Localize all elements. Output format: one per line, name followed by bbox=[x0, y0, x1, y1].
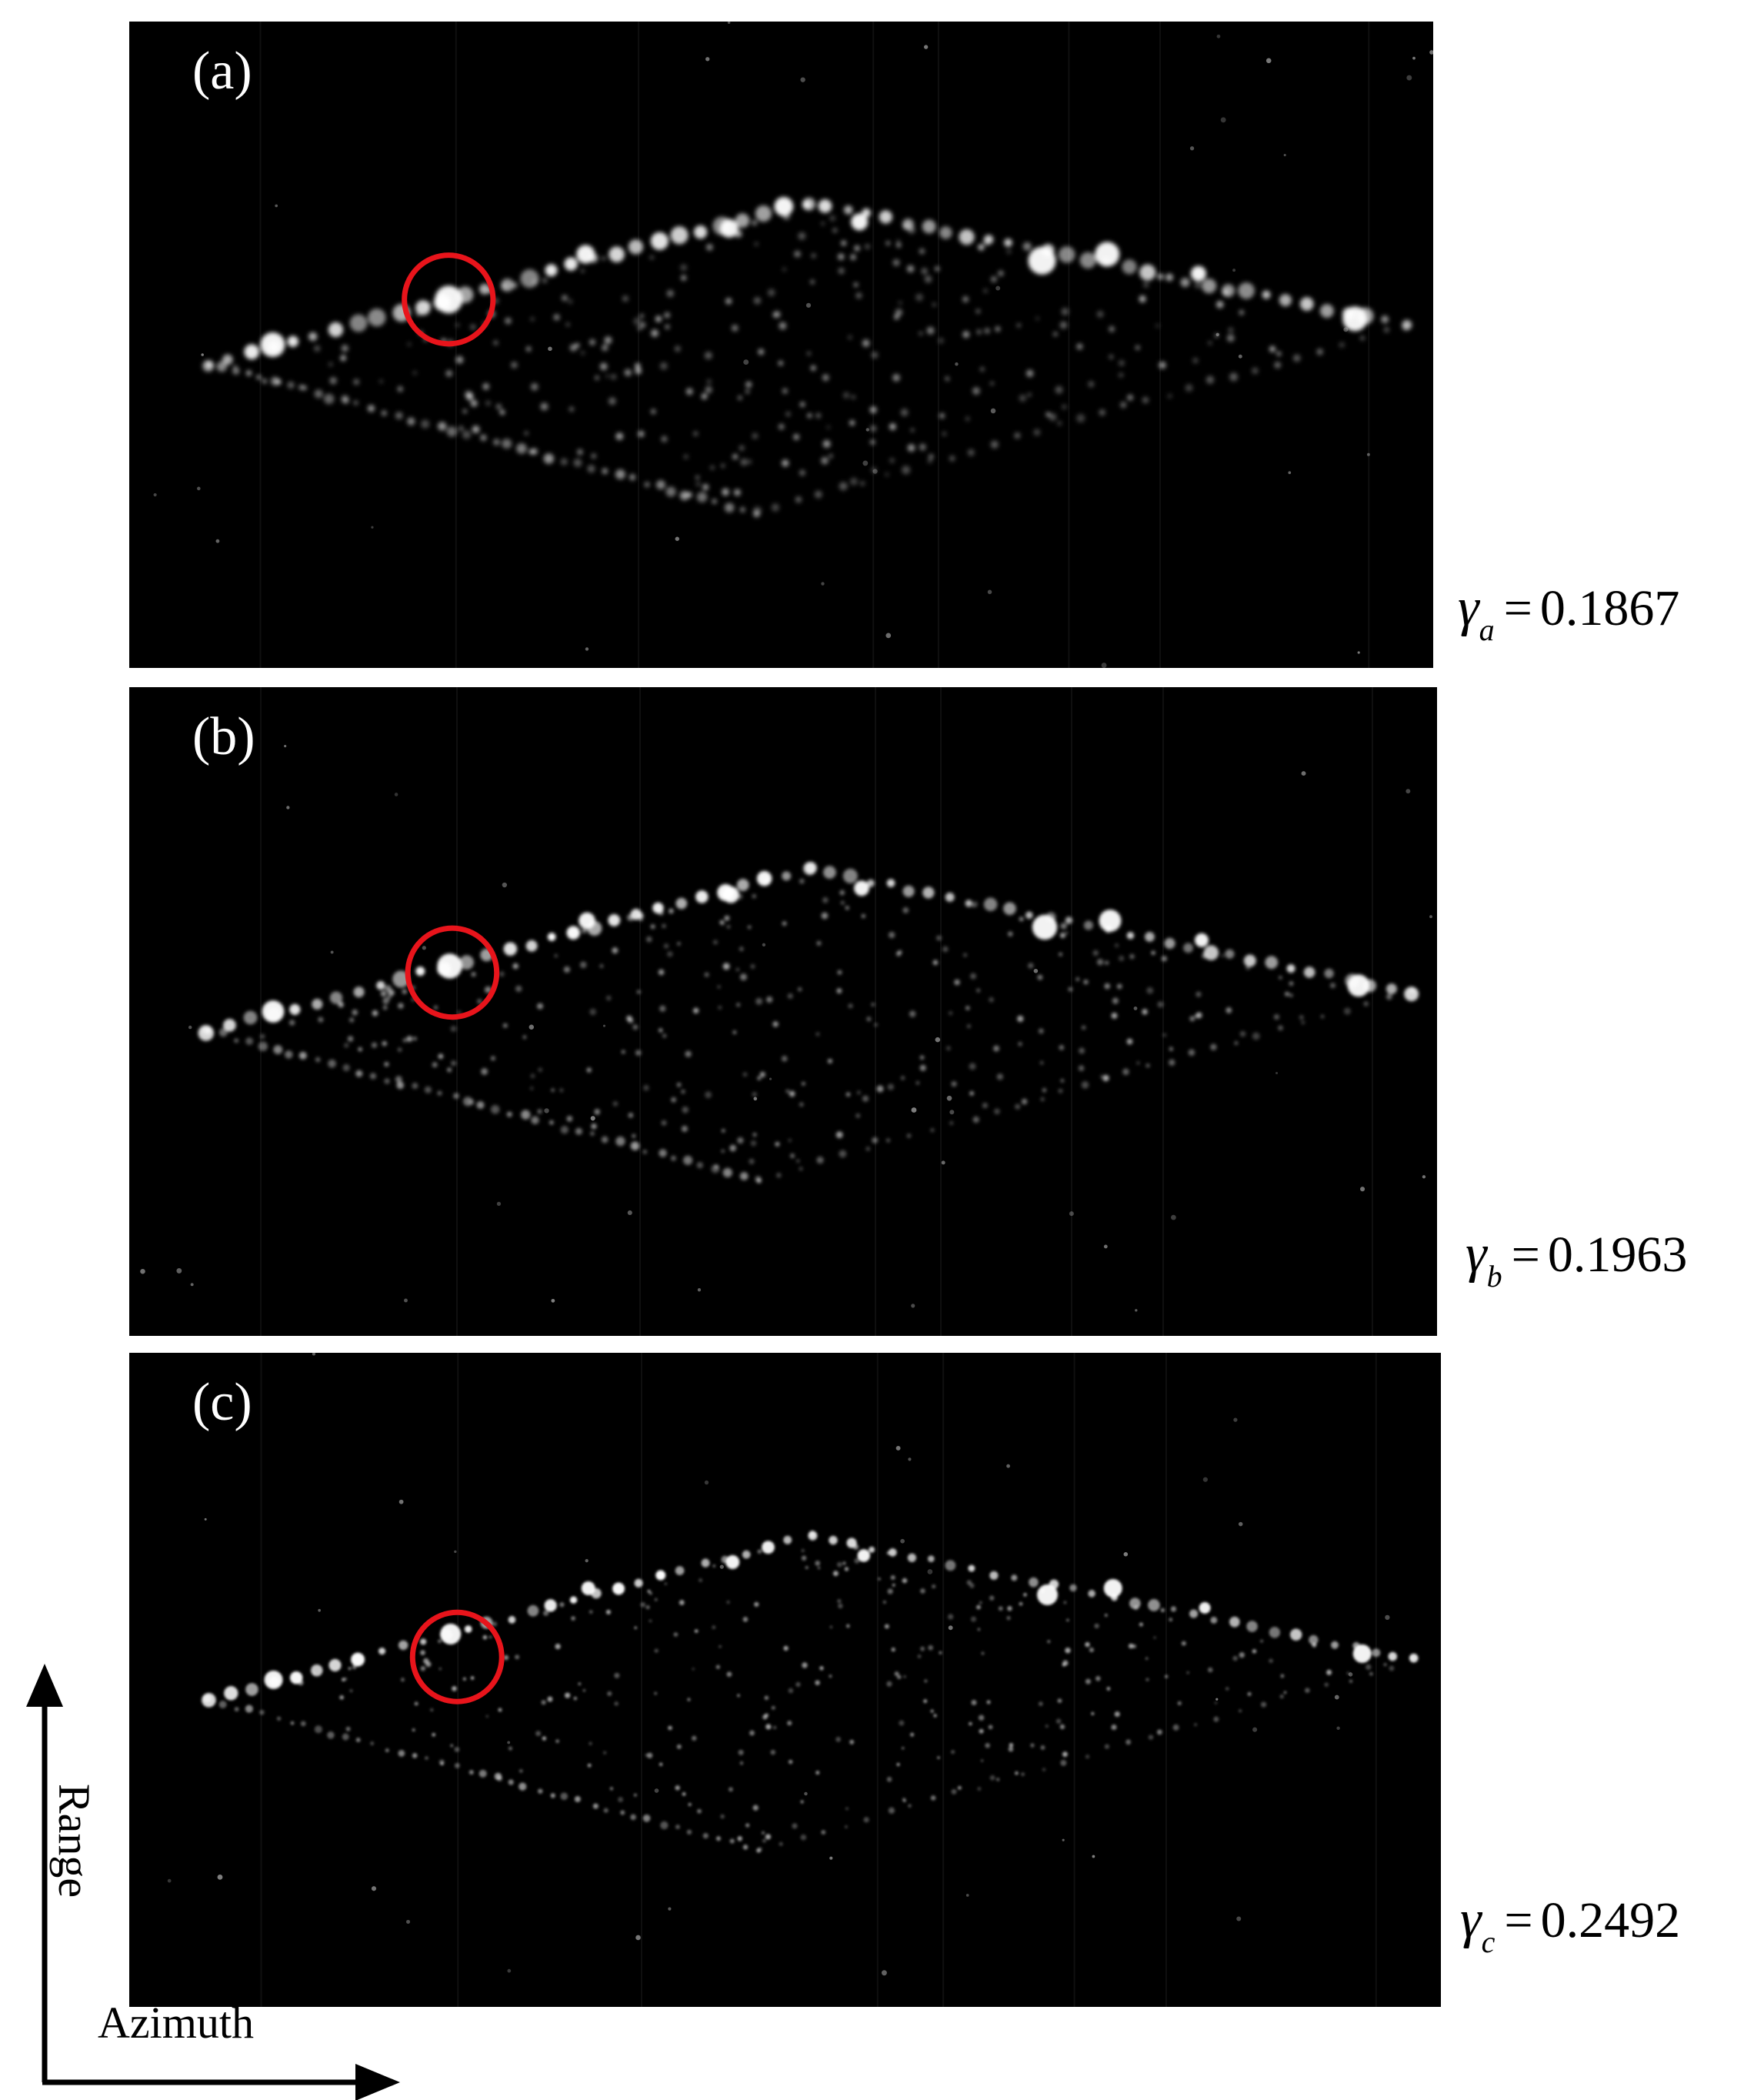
panel-label-a: (a) bbox=[192, 42, 252, 101]
gamma-equals: = bbox=[1511, 1227, 1540, 1283]
panel-label-b: (b) bbox=[192, 707, 255, 766]
gamma-subscript: a bbox=[1479, 613, 1495, 647]
gamma-symbol: γ bbox=[1466, 1224, 1487, 1284]
highlight-circle bbox=[405, 925, 500, 1020]
gamma-equals: = bbox=[1503, 580, 1532, 636]
gamma-number: 0.1867 bbox=[1539, 580, 1680, 636]
azimuth-arrow-head bbox=[355, 2064, 400, 2100]
range-arrow-head bbox=[26, 1664, 63, 1707]
gamma-subscript: c bbox=[1481, 1925, 1496, 1959]
gamma-value-a: γa = 0.1867 bbox=[1458, 577, 1680, 647]
gamma-number: 0.2492 bbox=[1540, 1892, 1681, 1948]
highlight-circle bbox=[409, 1609, 505, 1704]
gamma-value-c: γc = 0.2492 bbox=[1460, 1889, 1681, 1959]
gamma-number: 0.1963 bbox=[1547, 1227, 1688, 1283]
sar-image-c bbox=[167, 1353, 1419, 2007]
gamma-symbol: γ bbox=[1458, 578, 1479, 637]
azimuth-axis-label: Azimuth bbox=[98, 1998, 254, 2048]
sar-image-b bbox=[140, 687, 1432, 1336]
gamma-symbol: γ bbox=[1460, 1890, 1482, 1949]
gamma-equals: = bbox=[1504, 1892, 1533, 1948]
panel-label-c: (c) bbox=[192, 1373, 252, 1432]
sar-image-a bbox=[153, 22, 1433, 668]
range-axis-label: Range bbox=[49, 1784, 99, 1898]
sar-image-panel-c: (c) bbox=[129, 1353, 1441, 2007]
gamma-value-b: γb = 0.1963 bbox=[1466, 1224, 1688, 1294]
sar-image-panel-a: (a) bbox=[129, 22, 1433, 668]
highlight-circle bbox=[402, 252, 496, 347]
sar-image-panel-b: (b) bbox=[129, 687, 1437, 1336]
gamma-subscript: b bbox=[1486, 1259, 1502, 1294]
